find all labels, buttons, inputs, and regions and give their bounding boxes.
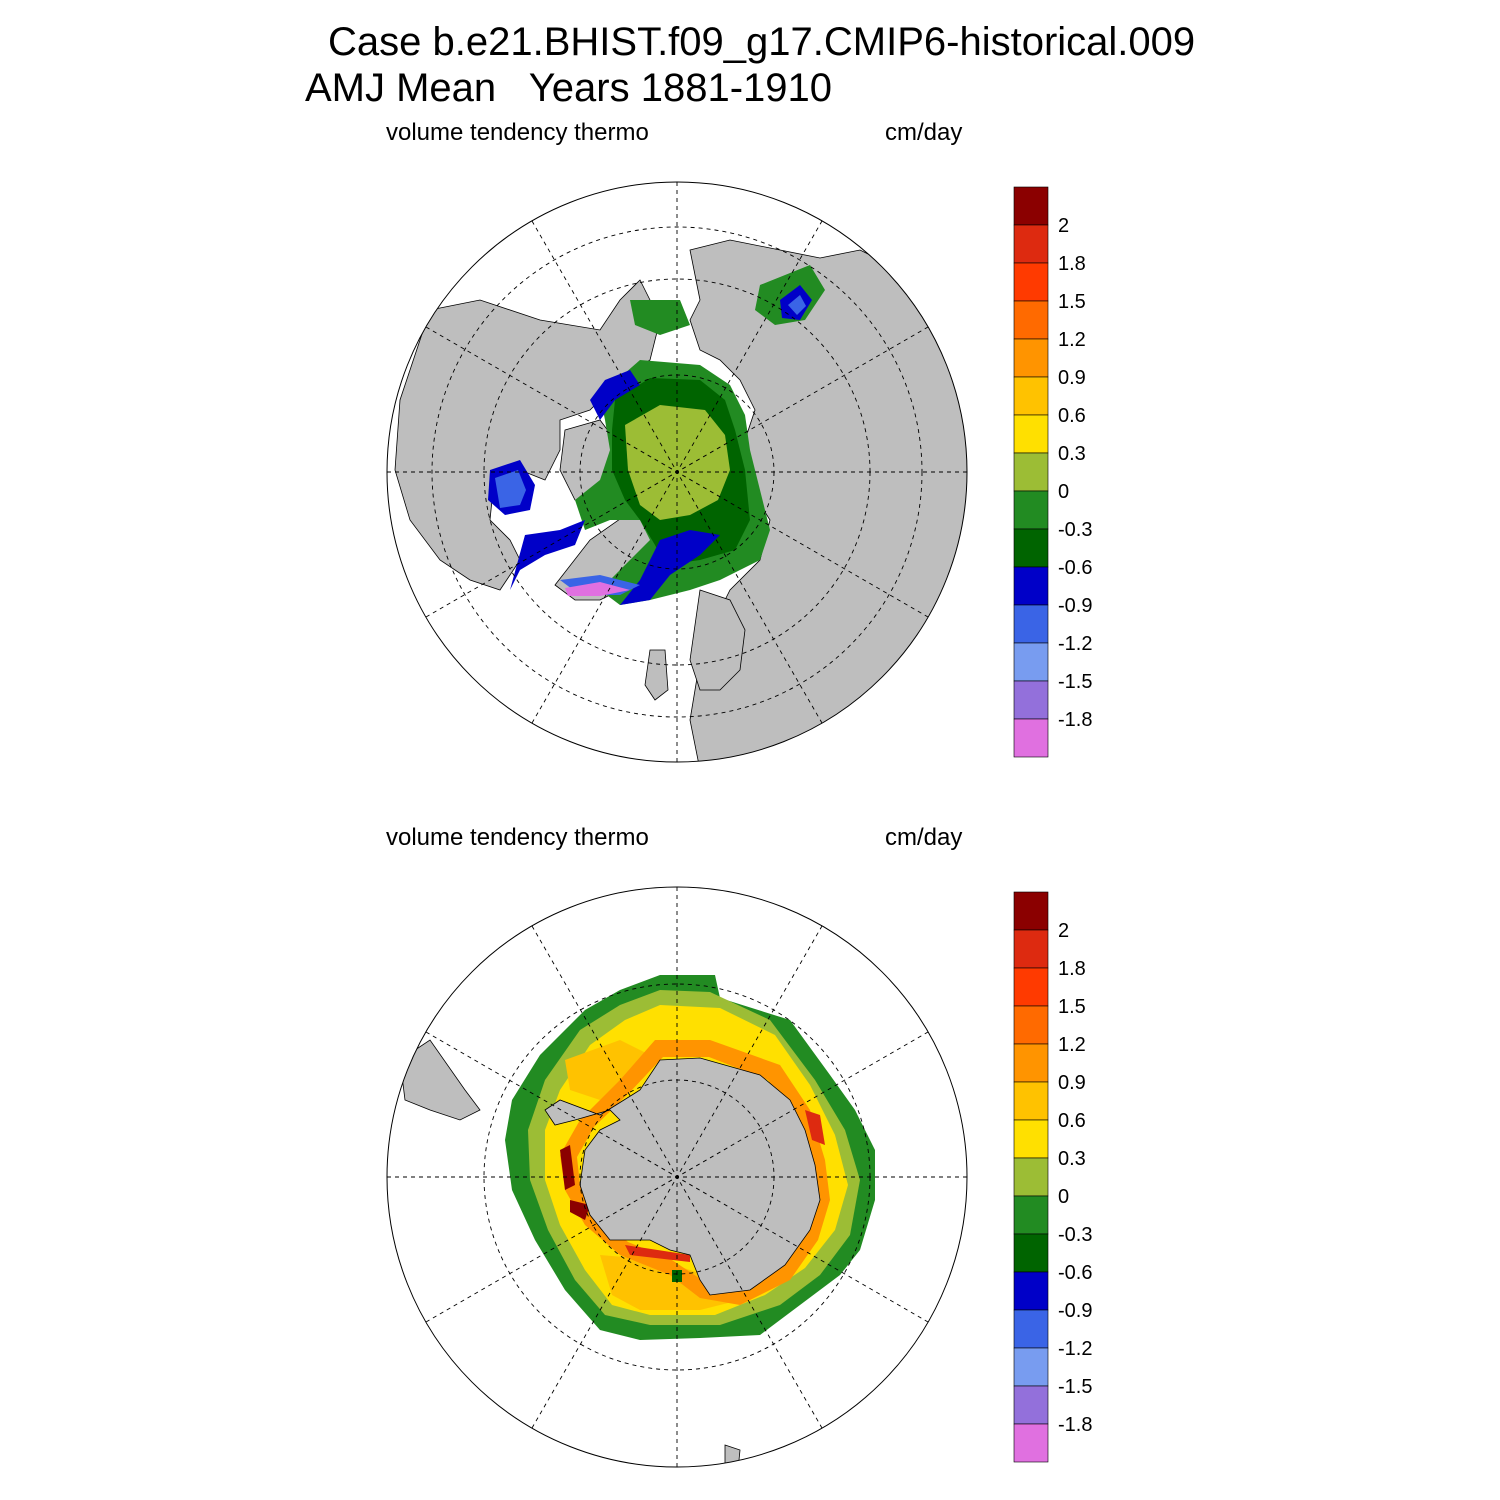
south-colorbar-box-8 <box>1013 1195 1049 1235</box>
north-colorbar-label-6: 0.3 <box>1058 443 1086 465</box>
north-colorbar-box-12 <box>1013 642 1049 682</box>
south-colorbar-box-5 <box>1013 1081 1049 1121</box>
south-ice-coast-strong-growth-4 <box>625 1245 690 1262</box>
south-colorbar-box-1 <box>1013 929 1049 969</box>
north-colorbar-label-1: 1.8 <box>1058 253 1086 275</box>
north-colorbar-label-11: -1.2 <box>1058 633 1092 655</box>
north-colorbar-box-0 <box>1013 186 1049 226</box>
south-colorbar-box-10 <box>1013 1271 1049 1311</box>
north-panel-units-label: cm/day <box>885 119 963 146</box>
north-colorbar-box-3 <box>1013 300 1049 340</box>
north-colorbar-box-6 <box>1013 414 1049 454</box>
south-colorbar-box-7 <box>1013 1157 1049 1197</box>
north-panel-variable-label: volume tendency thermo <box>386 119 649 146</box>
north-colorbar-label-2: 1.5 <box>1058 291 1086 313</box>
north-ice-bering <box>630 300 690 335</box>
north-ice-central-pack <box>625 405 730 520</box>
north-colorbar-box-1 <box>1013 224 1049 264</box>
north-colorbar-label-9: -0.6 <box>1058 557 1092 579</box>
figure-title-case: Case b.e21.BHIST.f09_g17.CMIP6-historica… <box>328 20 1196 64</box>
north-colorbar-label-0: 2 <box>1058 215 1069 237</box>
south-ice-orange-band <box>565 1040 660 1100</box>
north-colorbar-label-7: 0 <box>1058 481 1069 503</box>
figure-title-period: AMJ Mean Years 1881-1910 <box>305 66 833 110</box>
south-panel-variable-label: volume tendency thermo <box>386 824 649 851</box>
north-colorbar-label-13: -1.8 <box>1058 709 1092 731</box>
north-colorbar-box-5 <box>1013 376 1049 416</box>
south-colorbar-label-3: 1.2 <box>1058 1034 1086 1056</box>
south-colorbar-label-8: -0.3 <box>1058 1224 1092 1246</box>
south-colorbar-box-3 <box>1013 1005 1049 1045</box>
north-ice-margin-beaufort <box>590 370 640 420</box>
south-colorbar-box-9 <box>1013 1233 1049 1273</box>
north-map-boundary <box>386 181 968 763</box>
north-polar-map <box>386 181 968 763</box>
south-colorbar-box-0 <box>1013 891 1049 931</box>
north-colorbar-box-11 <box>1013 604 1049 644</box>
south-colorbar-label-1: 1.8 <box>1058 958 1086 980</box>
south-colorbar-label-0: 2 <box>1058 920 1069 942</box>
south-ice-coast-strong-growth-2 <box>570 1200 590 1220</box>
north-ice-tendency-field <box>488 265 825 605</box>
south-colorbar-label-4: 0.9 <box>1058 1072 1086 1094</box>
south-colorbar-label-13: -1.8 <box>1058 1414 1092 1436</box>
north-ice-labrador-strong-loss <box>565 582 630 596</box>
south-ice-coast-strong-growth-1 <box>560 1145 575 1190</box>
north-colorbar-label-10: -0.9 <box>1058 595 1092 617</box>
south-colorbar-label-2: 1.5 <box>1058 996 1086 1018</box>
south-colorbar-box-11 <box>1013 1309 1049 1349</box>
north-colorbar-box-13 <box>1013 680 1049 720</box>
south-map-boundary <box>386 886 968 1468</box>
british-isles-land <box>644 649 669 701</box>
south-america-land <box>399 1039 481 1121</box>
south-colorbar-label-9: -0.6 <box>1058 1262 1092 1284</box>
europe-land <box>689 589 746 691</box>
north-colorbar-label-5: 0.6 <box>1058 405 1086 427</box>
south-panel-units-label: cm/day <box>885 824 963 851</box>
north-ice-hudson-inner <box>495 470 526 508</box>
north-colorbar-label-3: 1.2 <box>1058 329 1086 351</box>
south-colorbar-label-6: 0.3 <box>1058 1148 1086 1170</box>
north-colorbar-label-4: 0.9 <box>1058 367 1086 389</box>
north-colorbar-label-12: -1.5 <box>1058 671 1092 693</box>
north-america-land <box>394 279 661 591</box>
south-colorbar-box-14 <box>1013 1423 1049 1463</box>
north-colorbar-box-8 <box>1013 490 1049 530</box>
north-colorbar-box-10 <box>1013 566 1049 606</box>
north-colorbar-box-7 <box>1013 452 1049 492</box>
south-colorbar-label-5: 0.6 <box>1058 1110 1086 1132</box>
antarctica-land <box>544 1057 821 1296</box>
north-colorbar-box-2 <box>1013 262 1049 302</box>
north-colorbar-box-4 <box>1013 338 1049 378</box>
south-ice-coast-strong-growth-3 <box>805 1110 825 1145</box>
north-colorbar-box-14 <box>1013 718 1049 758</box>
south-colorbar: 2 1.8 1.5 1.2 0.9 0.6 0.3 0 -0.3 -0.6 -0.9 -1.2 -1.5… <box>1013 891 1092 1463</box>
south-colorbar-box-13 <box>1013 1385 1049 1425</box>
south-graticule <box>387 887 967 1467</box>
north-graticule <box>387 182 967 762</box>
south-ice-polynya-spot <box>672 1270 682 1282</box>
south-colorbar-label-12: -1.5 <box>1058 1376 1092 1398</box>
south-colorbar-box-6 <box>1013 1119 1049 1159</box>
south-colorbar-label-11: -1.2 <box>1058 1338 1092 1360</box>
south-colorbar-box-2 <box>1013 967 1049 1007</box>
south-colorbar-label-10: -0.9 <box>1058 1300 1092 1322</box>
south-colorbar-box-12 <box>1013 1347 1049 1387</box>
south-colorbar-box-4 <box>1013 1043 1049 1083</box>
south-colorbar-label-7: 0 <box>1058 1186 1069 1208</box>
north-ice-margin-baffin <box>510 520 585 590</box>
north-colorbar-label-8: -0.3 <box>1058 519 1092 541</box>
north-colorbar: 2 1.8 1.5 1.2 0.9 0.6 0.3 0 -0.3 -0.6 -0.9 -1.2 -1.5… <box>1013 186 1092 758</box>
south-polar-map <box>386 886 968 1468</box>
north-colorbar-box-9 <box>1013 528 1049 568</box>
north-ice-okhotsk-inner <box>788 295 806 315</box>
north-ice-margin-barents <box>620 530 720 605</box>
